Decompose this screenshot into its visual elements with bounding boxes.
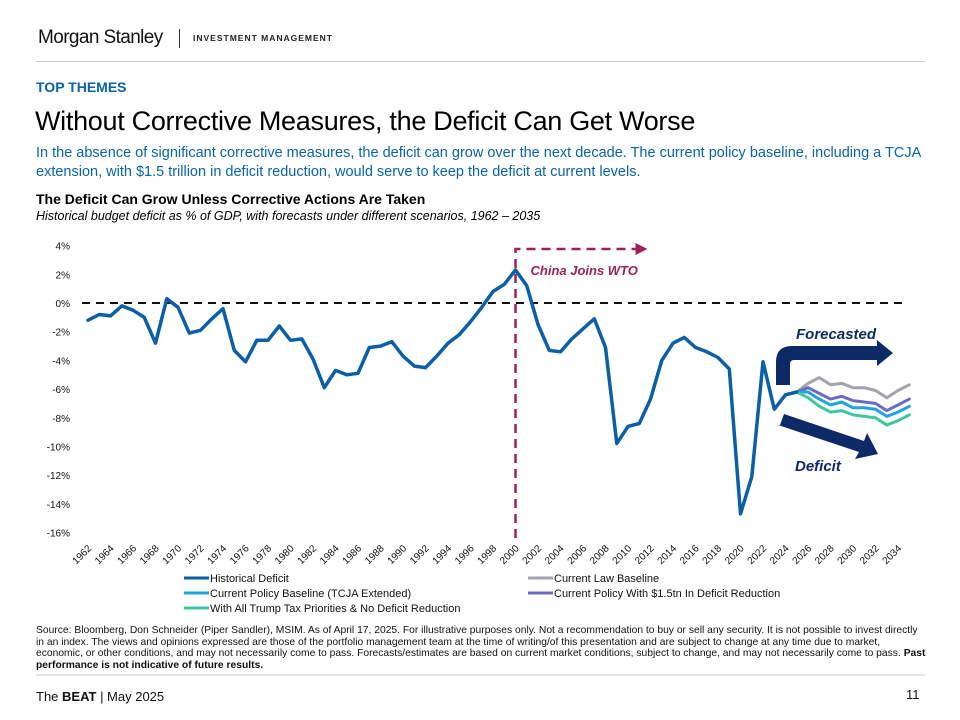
legend-label: Current Law Baseline bbox=[554, 573, 659, 585]
footer-publication: The BEAT | May 2025 bbox=[36, 689, 164, 704]
deficit-label: Deficit bbox=[795, 458, 842, 475]
y-tick-label: 0% bbox=[56, 299, 71, 310]
y-tick-label: -4% bbox=[52, 356, 70, 367]
forecast-annotation: Forecasted Deficit bbox=[776, 326, 893, 475]
y-tick-label: -12% bbox=[47, 471, 70, 482]
legend-label: Current Policy With $1.5tn In Deficit Re… bbox=[554, 588, 780, 600]
x-tick-label: 2012 bbox=[633, 543, 657, 567]
x-tick-label: 1972 bbox=[183, 543, 207, 567]
x-tick-label: 1964 bbox=[93, 543, 117, 567]
series-group bbox=[86, 268, 911, 516]
y-tick-label: -6% bbox=[52, 385, 70, 396]
x-tick-label: 2034 bbox=[881, 543, 905, 567]
wto-label: China Joins WTO bbox=[531, 263, 638, 278]
x-tick-label: 1968 bbox=[138, 543, 162, 567]
series-line-current-law-baseline bbox=[795, 376, 911, 400]
x-tick-label: 1970 bbox=[161, 543, 185, 567]
footer-date: | May 2025 bbox=[96, 689, 165, 704]
x-tick-label: 2022 bbox=[746, 543, 770, 567]
x-tick-label: 1976 bbox=[228, 543, 252, 567]
x-tick-label: 1978 bbox=[251, 543, 275, 567]
page-number: 11 bbox=[906, 687, 920, 702]
y-tick-label: -10% bbox=[47, 443, 70, 454]
legend-label: Current Policy Baseline (TCJA Extended) bbox=[210, 588, 411, 600]
x-tick-label: 1980 bbox=[273, 543, 297, 567]
series-line-historical-deficit bbox=[86, 268, 799, 516]
forecasted-arrow bbox=[776, 340, 893, 385]
x-tick-label: 2014 bbox=[656, 543, 680, 567]
x-tick-label: 2008 bbox=[588, 543, 612, 567]
x-tick-label: 2020 bbox=[723, 543, 747, 567]
x-tick-label: 2024 bbox=[768, 543, 792, 567]
wto-arrowhead bbox=[635, 243, 648, 255]
x-tick-label: 2032 bbox=[858, 543, 882, 567]
footer-beat: BEAT bbox=[62, 689, 97, 704]
x-tick-label: 2018 bbox=[701, 543, 725, 567]
footer-prefix: The bbox=[36, 689, 63, 704]
x-tick-label: 2030 bbox=[836, 543, 860, 567]
y-tick-label: 4% bbox=[56, 242, 71, 253]
page-title: Without Corrective Measures, the Deficit… bbox=[35, 106, 696, 136]
footer-divider bbox=[36, 674, 925, 676]
x-tick-label: 2000 bbox=[498, 543, 522, 567]
chart-subheading: Historical budget deficit as % of GDP, w… bbox=[36, 209, 541, 223]
intro-paragraph: In the absence of significant corrective… bbox=[36, 145, 921, 180]
x-tick-label: 1998 bbox=[476, 543, 500, 567]
source-text: Source: Bloomberg, Don Schneider (Piper … bbox=[36, 625, 918, 659]
x-tick-label: 1962 bbox=[71, 543, 95, 567]
series-line-current-policy-with-1-5tn-in-deficit-reduction bbox=[795, 386, 911, 413]
y-axis: 4% 2% 0% -2% -4% -6% -8% -10% -12% -14% -16% bbox=[47, 242, 70, 540]
china-wto-annotation: China Joins WTO bbox=[514, 243, 648, 538]
y-tick-label: -8% bbox=[52, 414, 70, 425]
x-tick-label: 1982 bbox=[296, 543, 320, 567]
chart-legend: Historical Deficit Current Law Baseline Cu… bbox=[184, 573, 780, 615]
x-tick-label: 2028 bbox=[813, 543, 837, 567]
source-disclaimer: Source: Bloomberg, Don Schneider (Piper … bbox=[36, 625, 926, 671]
brand-subtitle: INVESTMENT MANAGEMENT bbox=[193, 33, 333, 43]
x-tick-label: 2002 bbox=[521, 543, 545, 567]
x-tick-label: 2006 bbox=[566, 543, 590, 567]
x-tick-label: 2004 bbox=[543, 543, 567, 567]
x-tick-label: 1966 bbox=[116, 543, 140, 567]
deficit-chart: 4%2%0%-2%-4%-6%-8%-10%-12%-14%-16% 19621… bbox=[47, 242, 911, 615]
chart-heading: The Deficit Can Grow Unless Corrective A… bbox=[36, 191, 426, 207]
x-tick-label: 1984 bbox=[318, 543, 342, 567]
brand-logo: Morgan Stanley bbox=[38, 27, 163, 48]
y-tick-label: -16% bbox=[47, 529, 70, 540]
y-tick-label: -14% bbox=[47, 500, 70, 511]
x-axis: 1962196419661968197019721974197619781980… bbox=[71, 543, 905, 567]
x-tick-label: 1994 bbox=[431, 543, 455, 567]
x-tick-label: 1986 bbox=[341, 543, 365, 567]
x-tick-label: 1996 bbox=[453, 543, 477, 567]
deficit-arrow bbox=[778, 414, 878, 459]
wto-dashed-bracket bbox=[514, 247, 636, 538]
y-tick-label: 2% bbox=[56, 270, 71, 281]
legend-label: With All Trump Tax Priorities & No Defic… bbox=[210, 603, 460, 615]
forecasted-label: Forecasted bbox=[796, 326, 877, 343]
x-tick-label: 1974 bbox=[206, 543, 230, 567]
x-tick-label: 1992 bbox=[408, 543, 432, 567]
section-label: TOP THEMES bbox=[36, 79, 127, 95]
header-divider bbox=[36, 61, 925, 62]
x-tick-label: 1990 bbox=[386, 543, 410, 567]
legend-label: Historical Deficit bbox=[210, 573, 289, 585]
x-tick-label: 2016 bbox=[678, 543, 702, 567]
source-bold-text: Past performance is not indicative of fu… bbox=[36, 648, 926, 671]
series-line-current-policy-baseline-tcja-extended- bbox=[795, 390, 911, 418]
brand-divider bbox=[179, 29, 180, 48]
series-line-with-all-trump-tax-priorities-no-deficit-reduction bbox=[795, 390, 911, 427]
x-tick-label: 1988 bbox=[363, 543, 387, 567]
y-tick-label: -2% bbox=[52, 328, 70, 339]
x-tick-label: 2026 bbox=[791, 543, 815, 567]
x-tick-label: 2010 bbox=[611, 543, 635, 567]
